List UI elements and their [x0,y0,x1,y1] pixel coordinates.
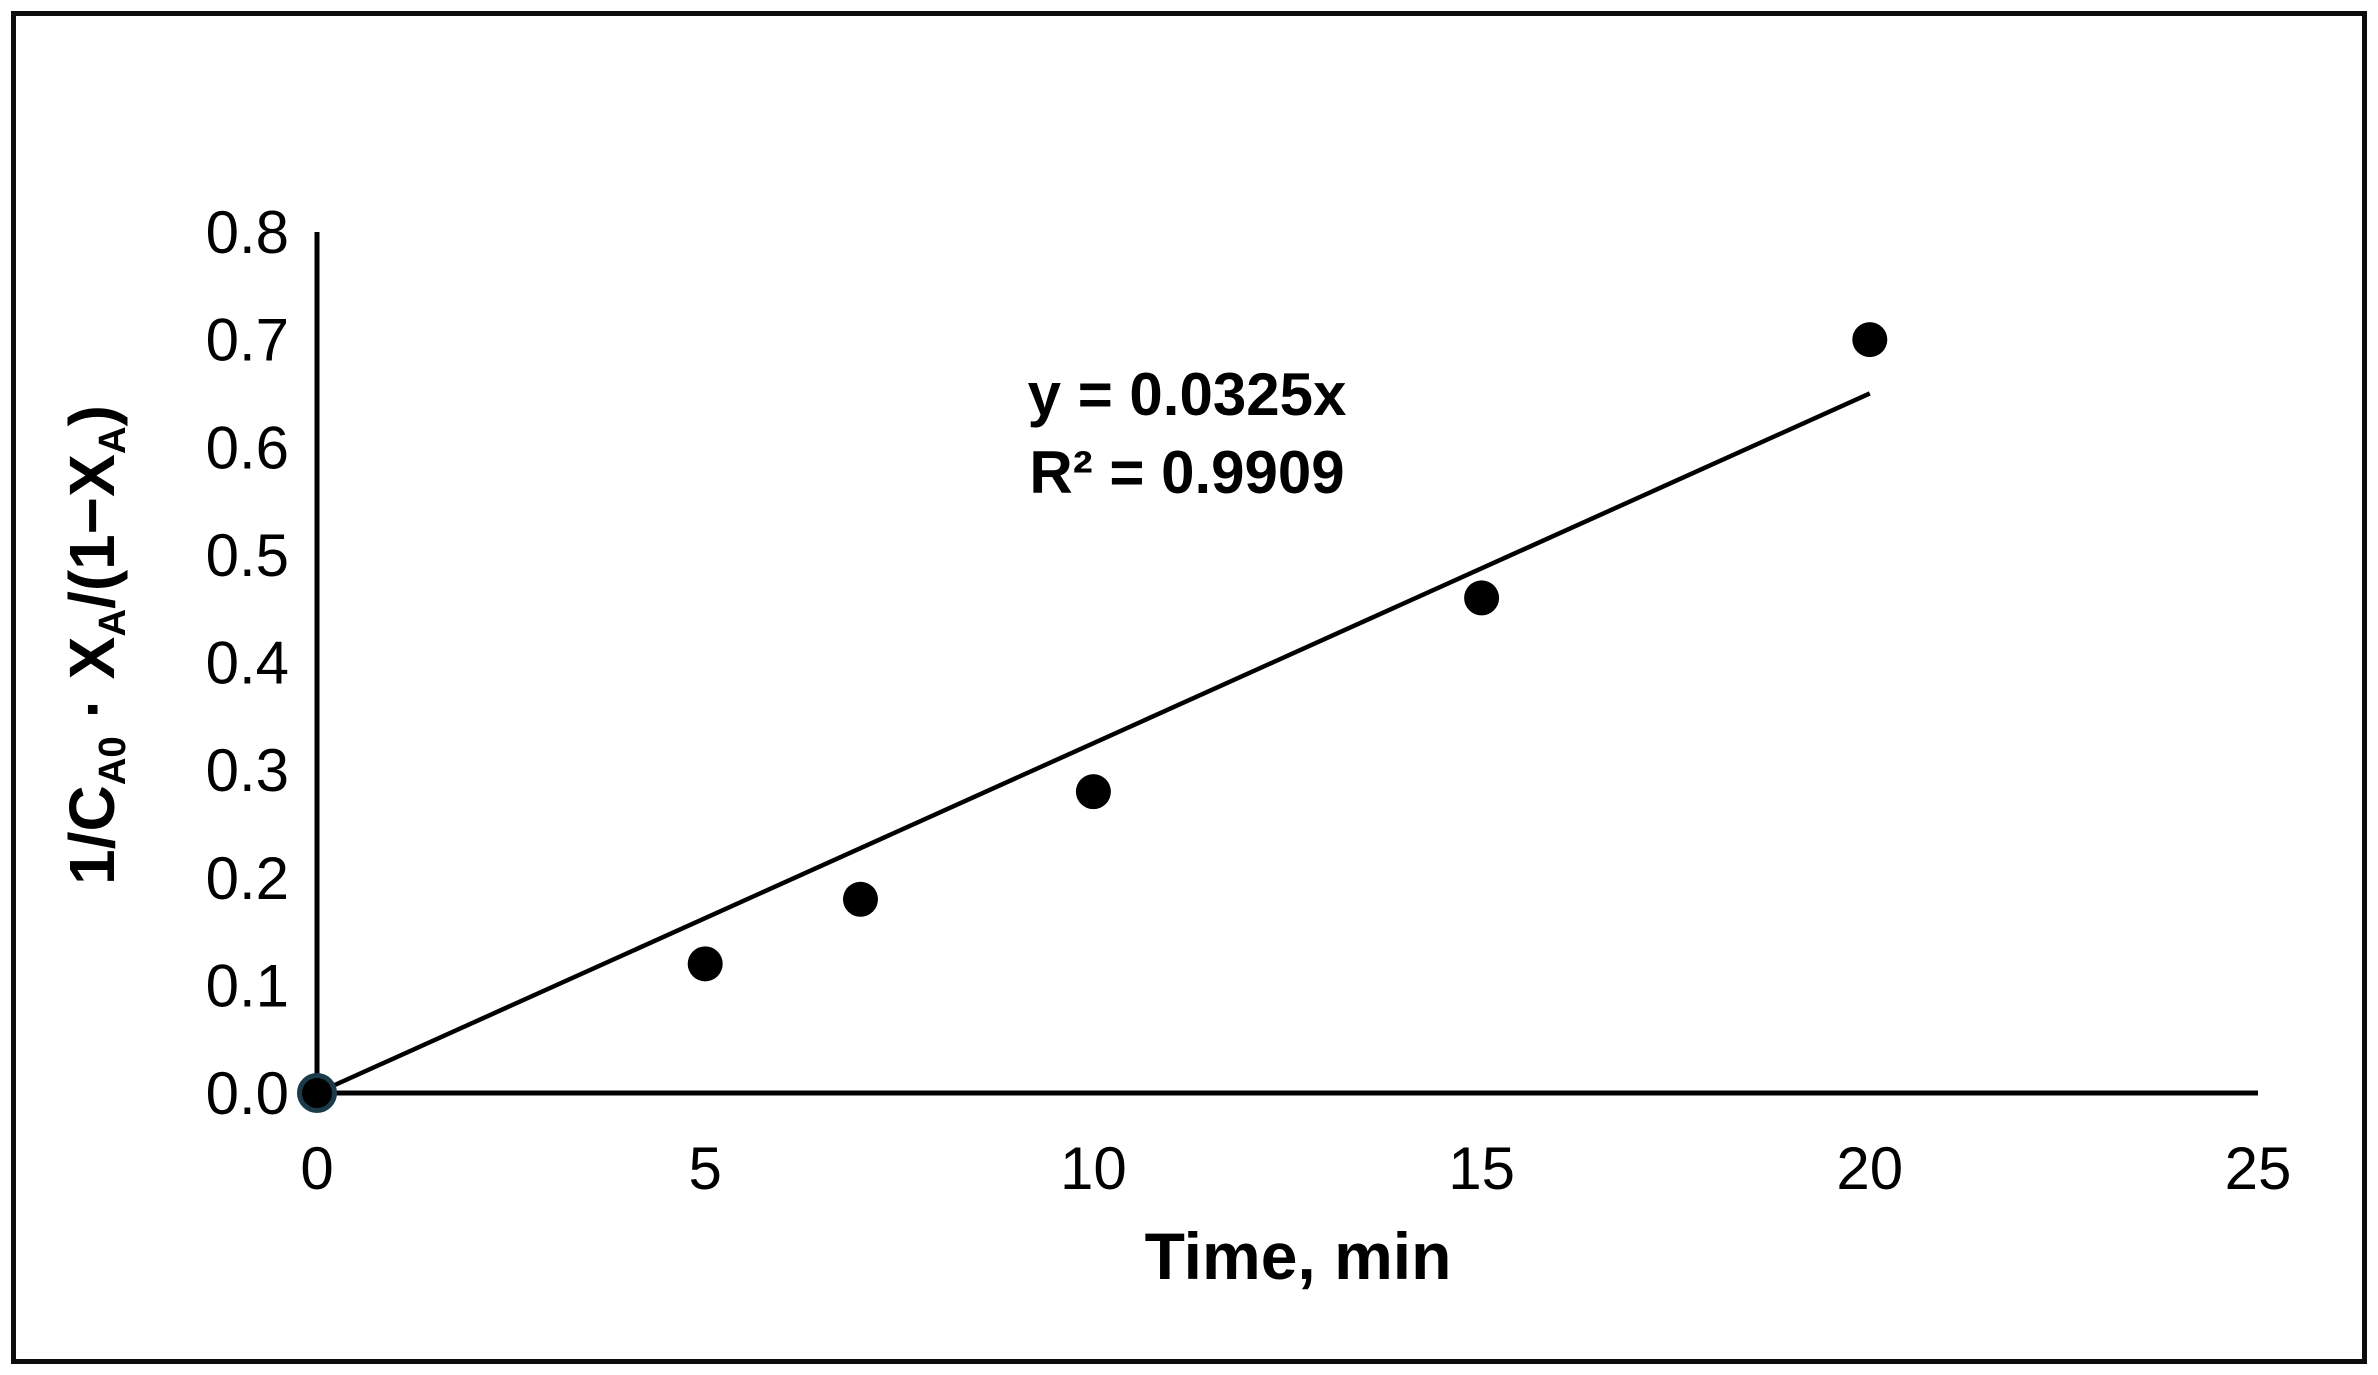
y-axis-title-segment: ) [56,405,129,427]
trendline-equation-text: y = 0.0325x [1027,361,1347,428]
r-squared-text: R² = 0.9909 [1029,439,1345,506]
data-point [1464,580,1500,616]
x-tick-label: 25 [2225,1135,2292,1202]
x-tick-label: 5 [689,1135,722,1202]
y-tick-label: 0.0 [206,1060,289,1127]
y-tick-label: 0.6 [206,414,289,481]
y-axis-title-subscript: A0 [90,736,134,786]
y-tick-label: 0.3 [206,737,289,804]
data-point [842,881,878,917]
y-axis-title-segment: · X [56,636,129,737]
x-axis-title: Time, min [1144,1219,1452,1293]
y-axis-title-segment: /(1−X [56,454,129,609]
y-axis-title-subscript: A [90,608,134,637]
data-point [687,946,723,982]
y-tick-label: 0.7 [206,307,289,374]
y-axis-title-segment: 1/C [56,785,129,885]
x-tick-label: 0 [300,1135,333,1202]
y-tick-label: 0.2 [206,845,289,912]
y-tick-label: 0.5 [206,522,289,589]
trendline-annotation: y = 0.0325x R² = 0.9909 [1028,356,1347,512]
x-tick-label: 20 [1836,1135,1903,1202]
data-point [297,1073,337,1113]
x-tick-label: 10 [1060,1135,1127,1202]
data-point [1852,322,1888,358]
y-axis-title: 1/CA0 · XA/(1−XA) [55,405,135,885]
trendline [316,391,1871,1096]
data-point [1075,774,1111,810]
x-tick-label: 15 [1448,1135,1515,1202]
y-tick-label: 0.1 [206,952,289,1019]
y-axis-title-subscript: A [90,426,134,455]
y-tick-label: 0.8 [206,199,289,266]
y-tick-label: 0.4 [206,630,289,697]
